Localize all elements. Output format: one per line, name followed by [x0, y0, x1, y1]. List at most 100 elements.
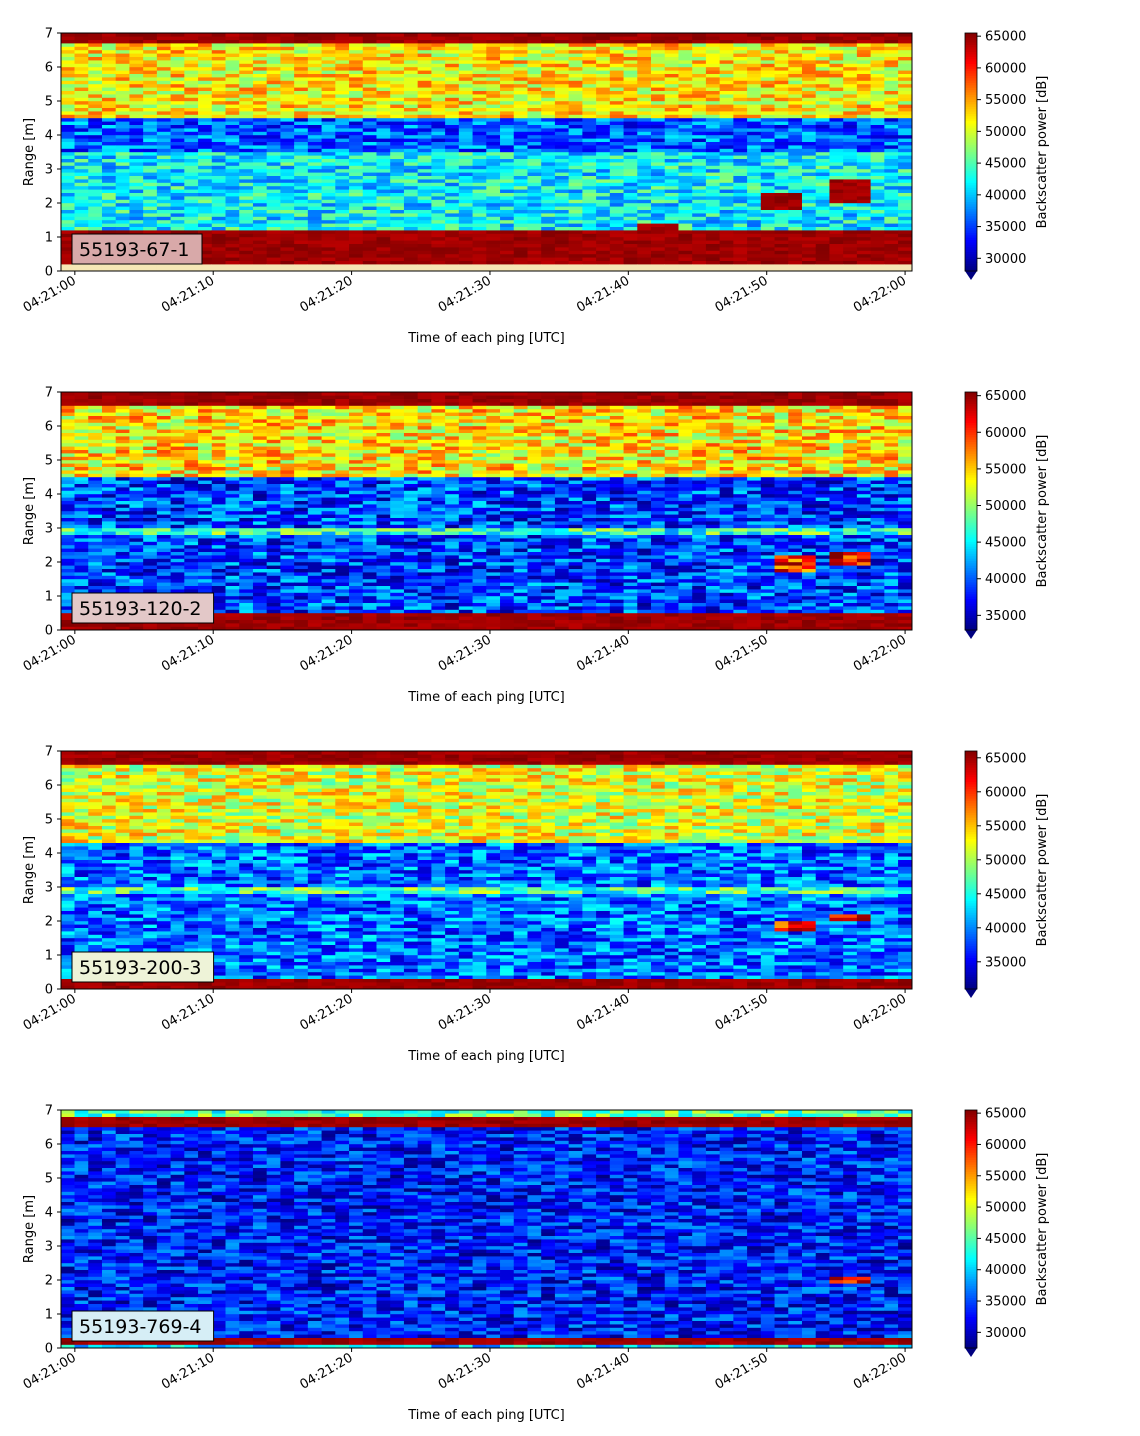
heatmap-cell — [719, 192, 734, 197]
heatmap-cell — [266, 158, 281, 163]
heatmap-cell — [541, 202, 556, 207]
heatmap-cell — [870, 66, 885, 71]
heatmap-cell — [307, 209, 322, 214]
heatmap-cell — [390, 223, 405, 227]
heatmap-cell — [252, 151, 268, 156]
heatmap-cell — [898, 134, 913, 139]
heatmap-cell — [115, 138, 130, 142]
heatmap-cell — [129, 408, 144, 413]
heatmap-cell — [143, 199, 158, 204]
heatmap-cell — [129, 391, 144, 396]
heatmap-cell — [678, 90, 693, 95]
heatmap-cell — [129, 32, 144, 37]
heatmap-cell — [88, 196, 103, 200]
heatmap-cell — [651, 189, 666, 193]
heatmap-cell — [637, 260, 652, 265]
heatmap-cell — [870, 111, 885, 115]
heatmap-cell — [596, 202, 611, 207]
heatmap-cell — [664, 185, 679, 190]
colorbar-frame — [964, 32, 978, 272]
heatmap-cell — [74, 36, 89, 40]
heatmap-cell — [445, 94, 460, 98]
heatmap-cell — [692, 223, 707, 227]
heatmap-cell — [856, 236, 872, 241]
heatmap-cell — [856, 182, 872, 187]
heatmap-cell — [403, 168, 419, 173]
heatmap-cell — [198, 100, 213, 105]
y-tick-label: 3 — [45, 163, 53, 178]
heatmap-cell — [129, 623, 144, 627]
heatmap-cell — [376, 206, 391, 210]
heatmap-cell — [198, 56, 213, 61]
heatmap-cell — [582, 73, 597, 78]
heatmap-cell — [664, 111, 679, 115]
heatmap-cell — [596, 141, 611, 146]
heatmap-cell — [856, 162, 872, 166]
heatmap-cell — [74, 534, 89, 539]
heatmap-cell — [609, 77, 624, 81]
heatmap-cell — [252, 145, 268, 149]
heatmap-cell — [747, 243, 762, 248]
heatmap-cell — [609, 83, 624, 88]
heatmap-cell — [60, 538, 75, 542]
heatmap-cell — [486, 90, 501, 95]
heatmap-cell — [788, 117, 803, 122]
heatmap-cell — [582, 243, 597, 248]
heatmap-cell — [486, 53, 501, 57]
heatmap-cell — [198, 77, 213, 81]
heatmap-cell — [884, 121, 899, 125]
heatmap-cell — [115, 49, 130, 54]
heatmap-cell — [239, 73, 254, 78]
heatmap-cell — [403, 148, 419, 153]
heatmap-cell — [747, 131, 762, 136]
heatmap-cell — [60, 209, 75, 214]
heatmap-cell — [747, 155, 762, 159]
heatmap-cell — [623, 39, 638, 44]
heatmap-cell — [568, 124, 583, 129]
heatmap-cell — [143, 476, 158, 481]
heatmap-cell — [651, 264, 666, 268]
heatmap-cell — [417, 179, 432, 183]
heatmap-cell — [582, 219, 597, 224]
heatmap-cell — [801, 131, 817, 136]
heatmap-cell — [307, 107, 322, 112]
heatmap-cell — [129, 196, 144, 200]
heatmap-cell — [609, 189, 624, 193]
heatmap-cell — [513, 97, 528, 102]
heatmap-cell — [733, 253, 748, 258]
heatmap-cell — [788, 73, 803, 78]
heatmap-cell — [60, 493, 75, 498]
heatmap-cell — [829, 236, 844, 241]
heatmap-cell — [568, 240, 583, 244]
heatmap-cell — [856, 148, 872, 153]
heatmap-cell — [170, 199, 185, 204]
heatmap-cell — [170, 70, 185, 74]
heatmap-cell — [239, 148, 254, 153]
heatmap-cell — [582, 162, 597, 166]
heatmap-cell — [554, 206, 570, 210]
heatmap-cell — [239, 236, 254, 241]
heatmap-cell — [280, 233, 295, 238]
heatmap-cell — [843, 209, 858, 214]
heatmap-cell — [60, 480, 75, 484]
heatmap-cell — [225, 56, 240, 61]
heatmap-cell — [554, 213, 570, 217]
heatmap-cell — [747, 168, 762, 173]
heatmap-cell — [88, 216, 103, 221]
heatmap-cell — [362, 124, 377, 129]
heatmap-cell — [815, 240, 830, 244]
heatmap-cell — [156, 70, 172, 74]
heatmap-cell — [472, 107, 487, 112]
heatmap-cell — [60, 490, 75, 495]
heatmap-cell — [280, 63, 295, 68]
heatmap-cell — [719, 100, 734, 105]
heatmap-cell — [664, 233, 679, 238]
heatmap-cell — [554, 253, 570, 258]
heatmap-cell — [252, 209, 268, 214]
heatmap-cell — [294, 264, 309, 268]
heatmap-cell — [719, 209, 734, 214]
heatmap-cell — [664, 189, 679, 193]
heatmap-cell — [60, 446, 75, 450]
heatmap-cell — [870, 175, 885, 180]
heatmap-cell — [101, 521, 117, 525]
